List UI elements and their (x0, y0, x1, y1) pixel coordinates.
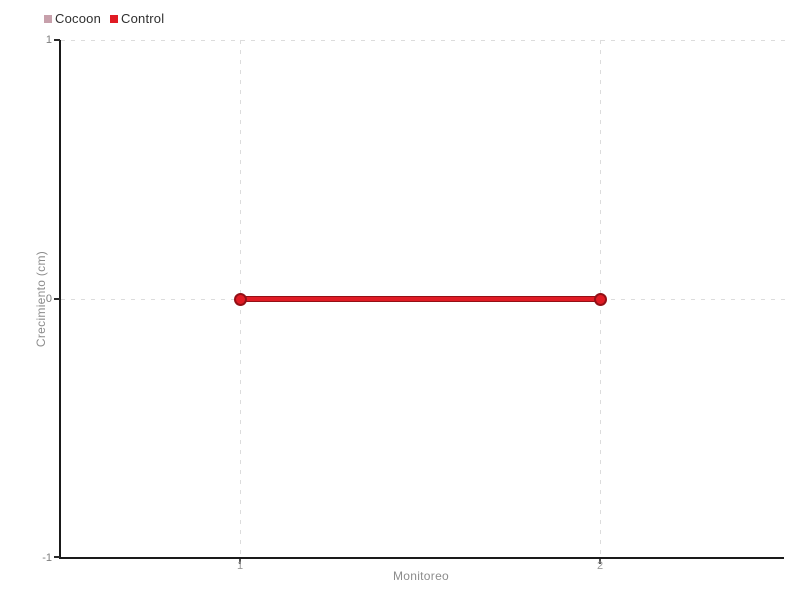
y-tick-label-1: 1 (45, 34, 52, 46)
x-tick-1 (239, 559, 241, 564)
x-tick-label-1: 1 (236, 560, 244, 572)
y-axis-title: Crecimiento (cm) (34, 250, 48, 348)
legend-item-cocoon[interactable]: Cocoon (44, 11, 101, 26)
cocoon-series-swatch-icon (44, 14, 52, 23)
control-data-point-2[interactable] (594, 293, 607, 306)
x-axis-line (59, 557, 784, 559)
y-tick-1 (54, 39, 60, 41)
y-tick-label-neg1: -1 (42, 552, 52, 564)
y-axis-line (59, 40, 61, 559)
x-axis-title: Monitoreo (392, 569, 450, 583)
y-tick-label-0: 0 (45, 293, 52, 305)
y-tick-neg1 (54, 556, 60, 558)
y-tick-0 (54, 298, 60, 300)
control-data-point-1[interactable] (234, 293, 247, 306)
x-tick-2 (599, 559, 601, 564)
legend: Cocoon Control (44, 11, 164, 26)
x-tick-label-2: 2 (596, 560, 604, 572)
legend-item-control[interactable]: Control (110, 11, 164, 26)
control-series-swatch-icon (110, 14, 119, 23)
control-series-line (240, 296, 600, 302)
legend-label-control: Control (121, 11, 165, 26)
legend-label-cocoon: Cocoon (55, 11, 102, 26)
gridline-y-1 (61, 40, 790, 41)
